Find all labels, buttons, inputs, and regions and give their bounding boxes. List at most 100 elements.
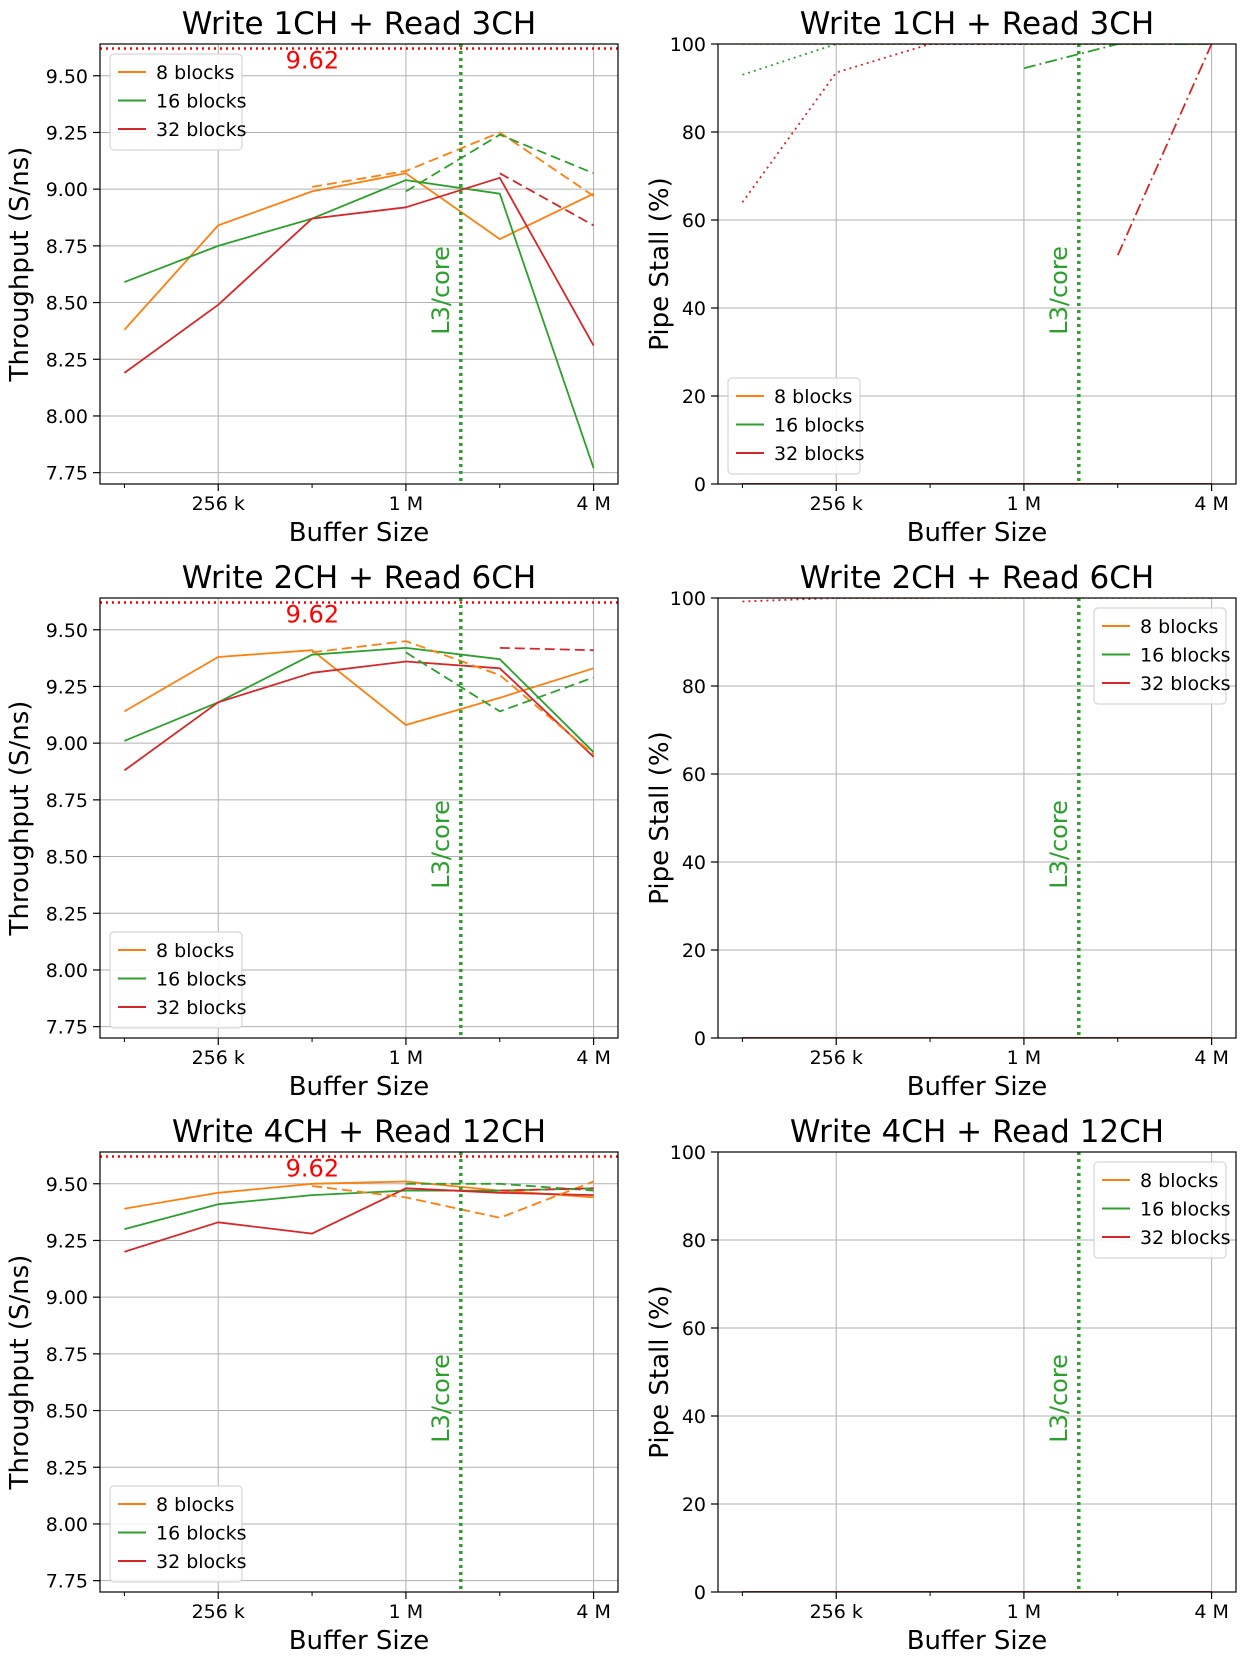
series-line-red-dashed (499, 1187, 594, 1192)
series-line-orange-dashed (311, 131, 595, 197)
series-line-green-dotted (742, 44, 1212, 76)
y-tick-label: 40 (682, 1406, 706, 1428)
series-line-green-dashed (405, 133, 594, 193)
x-tick-label: 256 k (810, 493, 863, 515)
legend-box (109, 53, 243, 151)
legend-box (727, 377, 861, 475)
axes-frame (99, 597, 619, 1039)
y-axis-label: Pipe Stall (%) (645, 1285, 675, 1458)
y-tick-label: 9.50 (46, 66, 88, 88)
y-tick-label: 0 (694, 1028, 706, 1050)
y-tick-label: 100 (670, 34, 706, 56)
legend-label: 32 blocks (156, 997, 247, 1019)
legend-label: 16 blocks (1140, 645, 1231, 667)
l3-core-label: L3/core (427, 1354, 455, 1443)
reference-label: 9.62 (286, 1155, 339, 1183)
series-line-orange-solid (123, 649, 594, 726)
legend-label: 8 blocks (156, 1494, 234, 1516)
y-tick-label: 8.50 (46, 1401, 88, 1423)
legend-label: 16 blocks (774, 415, 865, 437)
y-tick-label: 8.50 (46, 847, 88, 869)
y-tick-label: 9.00 (46, 1287, 88, 1309)
y-tick-label: 100 (670, 588, 706, 610)
series-line-red-solid (123, 176, 595, 374)
reference-label: 9.62 (286, 601, 339, 629)
y-tick-label: 40 (682, 852, 706, 874)
series-line-green-solid (124, 179, 595, 469)
chart-title: Write 4CH + Read 12CH (172, 1114, 546, 1150)
x-axis-label: Buffer Size (907, 1626, 1048, 1656)
y-tick-label: 100 (670, 1142, 706, 1164)
legend: 8 blocks 16 blocks 32 blocks (109, 1485, 247, 1583)
x-tick-label: 256 k (192, 1601, 245, 1623)
legend-label: 32 blocks (774, 443, 865, 465)
legend: 8 blocks 16 blocks 32 blocks (109, 931, 247, 1029)
chart-r1c1: L3/core 256 k 1 M 4 M 0 20 40 60 80 100 Write 2CH … (645, 560, 1237, 1102)
series-line-red-dotted (742, 598, 931, 603)
x-tick-label: 4 M (576, 1601, 611, 1623)
chart-r2c1: L3/core 256 k 1 M 4 M 0 20 40 60 80 100 Write 4CH … (645, 1114, 1237, 1656)
series-line-orange-solid (123, 172, 594, 331)
chart-r0c0: L3/core 9.62 256 k 1 M 4 M 7.75 8.00 8.25 8.50 8.… (5, 6, 619, 548)
x-axis-label: Buffer Size (907, 518, 1048, 548)
series-line-red-dashed (499, 172, 595, 227)
chart-r1c0: L3/core 9.62 256 k 1 M 4 M 7.75 8.00 8.25 8.50 8.… (5, 560, 619, 1102)
legend-box (1093, 607, 1227, 705)
chart-r2c0: L3/core 9.62 256 k 1 M 4 M 7.75 8.00 8.25 8.50 8.… (5, 1114, 619, 1656)
legend: 8 blocks 16 blocks 32 blocks (727, 377, 865, 475)
x-tick-label: 4 M (1194, 1047, 1229, 1069)
series-line-red-solid (123, 660, 595, 772)
series-line-green-dashed (405, 651, 594, 713)
chart-title: Write 1CH + Read 3CH (182, 6, 537, 42)
y-tick-label: 0 (694, 474, 706, 496)
axes-frame (717, 1151, 1237, 1593)
chart-title: Write 2CH + Read 6CH (800, 560, 1155, 596)
y-tick-label: 8.75 (46, 236, 88, 258)
x-tick-label: 1 M (1007, 1601, 1042, 1623)
x-tick-label: 1 M (1007, 1047, 1042, 1069)
y-tick-label: 9.50 (46, 620, 88, 642)
chart-title: Write 4CH + Read 12CH (790, 1114, 1164, 1150)
y-tick-label: 8.25 (46, 349, 88, 371)
plot-area (100, 47, 618, 469)
x-axis-label: Buffer Size (289, 1626, 430, 1656)
y-tick-label: 9.00 (46, 733, 88, 755)
y-tick-label: 20 (682, 1494, 706, 1516)
x-tick-label: 1 M (389, 493, 424, 515)
y-tick-label: 80 (682, 676, 706, 698)
chart-r0c1: L3/core 256 k 1 M 4 M 0 20 40 60 80 100 Write 1CH … (645, 6, 1237, 548)
legend-box (1093, 1161, 1227, 1259)
legend-label: 32 blocks (1140, 673, 1231, 695)
series-line-orange-dashed (311, 1180, 594, 1219)
x-tick-label: 4 M (1194, 493, 1229, 515)
y-tick-label: 9.25 (46, 676, 88, 698)
y-tick-label: 7.75 (46, 463, 88, 485)
l3-core-label: L3/core (427, 800, 455, 889)
y-tick-label: 0 (694, 1582, 706, 1604)
x-tick-label: 4 M (1194, 1601, 1229, 1623)
y-tick-label: 80 (682, 1230, 706, 1252)
legend-label: 16 blocks (156, 1523, 247, 1545)
series-line-green-solid (124, 647, 595, 753)
axes-frame (717, 597, 1237, 1039)
y-tick-label: 8.25 (46, 1457, 88, 1479)
x-tick-label: 256 k (810, 1047, 863, 1069)
legend-box (109, 931, 243, 1029)
y-tick-label: 40 (682, 298, 706, 320)
axes-frame (99, 1151, 619, 1593)
y-tick-label: 60 (682, 1318, 706, 1340)
y-tick-label: 8.00 (46, 960, 88, 982)
y-tick-label: 8.75 (46, 790, 88, 812)
legend: 8 blocks 16 blocks 32 blocks (1093, 607, 1231, 705)
y-tick-label: 7.75 (46, 1571, 88, 1593)
series-line-green-dashdot (1023, 44, 1212, 70)
plot-area (100, 601, 618, 772)
legend-box (109, 1485, 243, 1583)
y-tick-label: 8.00 (46, 1514, 88, 1536)
x-axis-label: Buffer Size (907, 1072, 1048, 1102)
y-tick-label: 8.75 (46, 1344, 88, 1366)
x-tick-label: 4 M (576, 493, 611, 515)
series-line-red-dashed (499, 647, 594, 652)
legend-label: 8 blocks (774, 386, 852, 408)
